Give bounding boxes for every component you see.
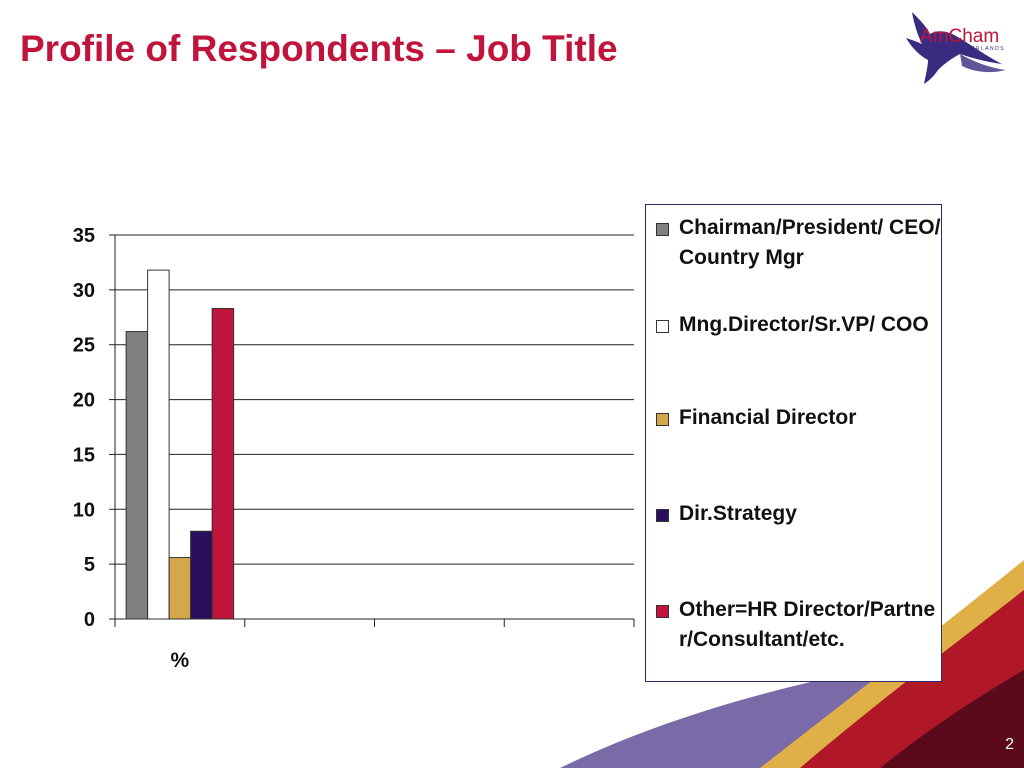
y-tick-labels: 0 5 10 15 20 25 30 35 [73, 225, 95, 631]
bar-3 [168, 557, 192, 620]
y-tick-label: 30 [73, 280, 95, 302]
legend-label: Dir.Strategy [679, 502, 797, 525]
y-tick-label: 5 [84, 554, 95, 576]
legend-swatch [656, 320, 669, 333]
legend-swatch [656, 605, 669, 618]
legend-item: Dir.Strategy [656, 499, 941, 529]
logo-subtext: THE NETHERLANDS [934, 46, 1006, 52]
bar-5 [211, 308, 235, 620]
y-tick-label: 35 [73, 225, 95, 247]
y-tick-label: 20 [73, 390, 95, 412]
legend-item: Mng.Director/Sr.VP/ COO [656, 310, 941, 340]
legend-label: Mng.Director/Sr.VP/ COO [679, 313, 929, 336]
x-category-label: % [171, 649, 190, 672]
legend-item: Chairman/President/ CEO/Country Mgr [656, 213, 941, 273]
legend-item: Financial Director [656, 403, 941, 433]
chart-legend: Chairman/President/ CEO/Country Mgr Mng.D… [645, 204, 942, 682]
legend-label: Other=HR Director/Partner/Consultant/etc… [679, 598, 936, 651]
legend-swatch [656, 223, 669, 236]
legend-swatch [656, 413, 669, 426]
page-number: 2 [1005, 736, 1014, 753]
bars [125, 269, 235, 620]
eagle-icon [906, 12, 1006, 84]
y-tick-label: 25 [73, 335, 95, 357]
y-tick-label: 15 [73, 444, 95, 466]
legend-item: Other=HR Director/Partner/Consultant/etc… [656, 595, 941, 655]
legend-label: Financial Director [679, 406, 857, 429]
slide-title: Profile of Respondents – Job Title [20, 28, 618, 69]
bar-4 [190, 530, 213, 620]
bar-2 [147, 269, 170, 620]
bar-1 [125, 331, 149, 620]
y-tick-label: 0 [84, 609, 95, 631]
y-tick-label: 10 [73, 499, 95, 521]
legend-label: Chairman/President/ CEO/Country Mgr [679, 216, 941, 269]
logo-text: AmCham [920, 26, 1000, 47]
x-category-labels: % [171, 649, 190, 672]
grid-lines [115, 234, 634, 565]
legend-swatch [656, 509, 669, 522]
